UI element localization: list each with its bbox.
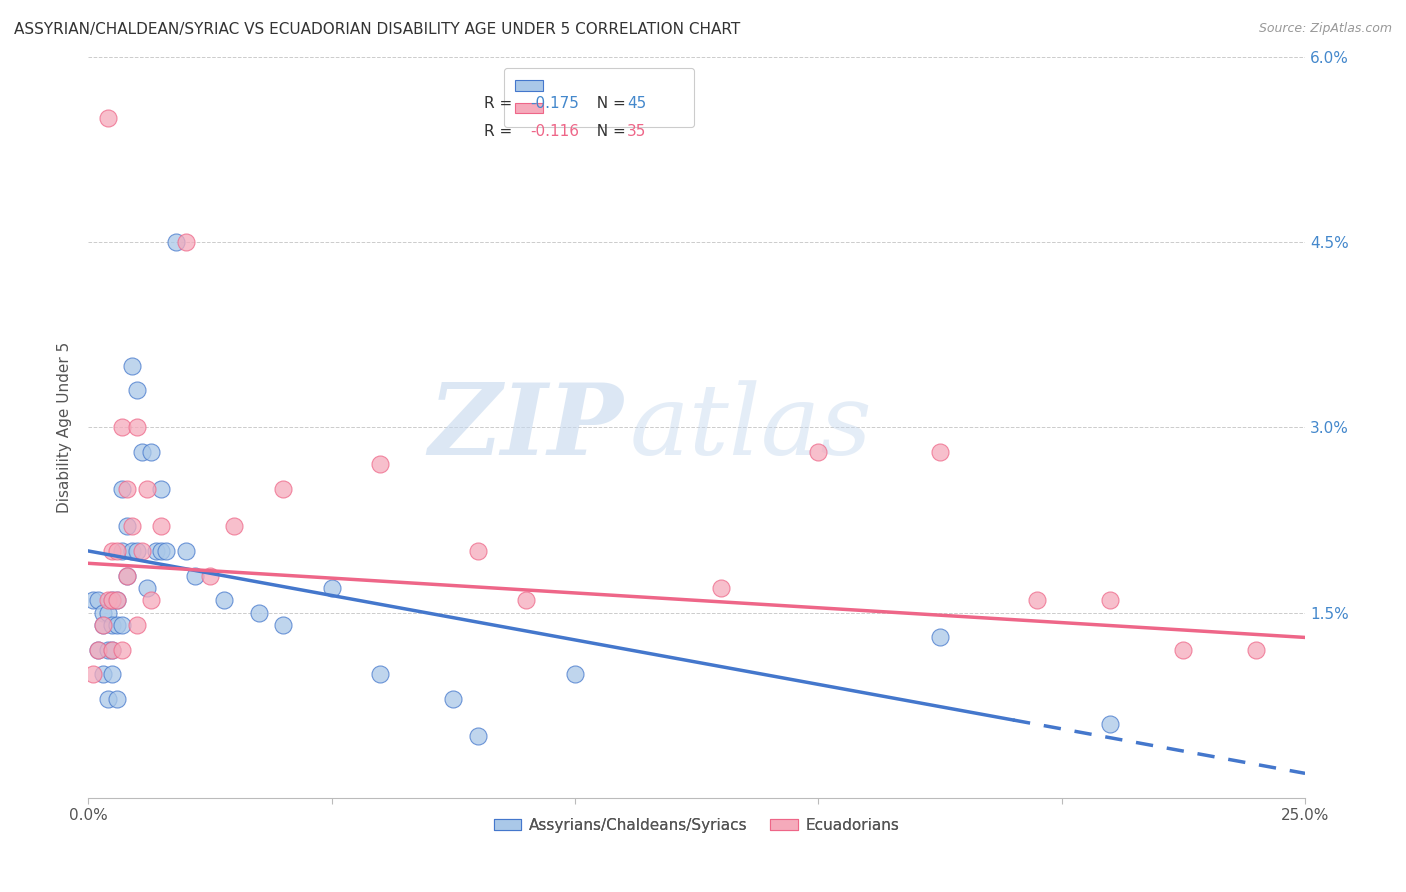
Point — [135, 482, 157, 496]
Text: R =: R = — [484, 124, 517, 139]
Point — [105, 593, 128, 607]
Point — [91, 667, 114, 681]
Point — [87, 593, 110, 607]
Point — [184, 568, 207, 582]
Point — [198, 568, 221, 582]
Point — [87, 642, 110, 657]
Point — [97, 642, 120, 657]
Point — [111, 420, 134, 434]
Text: atlas: atlas — [630, 380, 873, 475]
Point — [131, 445, 153, 459]
Point — [145, 544, 167, 558]
Point — [150, 519, 173, 533]
Text: N =: N = — [588, 124, 631, 139]
Point — [131, 544, 153, 558]
Text: 35: 35 — [627, 124, 647, 139]
Point — [125, 618, 148, 632]
Text: ASSYRIAN/CHALDEAN/SYRIAC VS ECUADORIAN DISABILITY AGE UNDER 5 CORRELATION CHART: ASSYRIAN/CHALDEAN/SYRIAC VS ECUADORIAN D… — [14, 22, 741, 37]
Point — [150, 544, 173, 558]
Point — [321, 581, 343, 595]
Point — [467, 729, 489, 743]
Point — [1173, 642, 1195, 657]
Point — [710, 581, 733, 595]
Point — [101, 544, 124, 558]
Point — [121, 544, 143, 558]
Point — [82, 593, 104, 607]
Point — [141, 445, 163, 459]
Point — [125, 384, 148, 398]
Point — [97, 606, 120, 620]
Point — [101, 642, 124, 657]
Point — [111, 618, 134, 632]
Point — [368, 667, 391, 681]
Point — [1246, 642, 1268, 657]
Point — [101, 618, 124, 632]
Point — [165, 235, 187, 249]
Point — [271, 482, 294, 496]
Point — [121, 359, 143, 373]
Point — [174, 235, 197, 249]
Point — [121, 519, 143, 533]
Point — [1026, 593, 1049, 607]
Text: Source: ZipAtlas.com: Source: ZipAtlas.com — [1258, 22, 1392, 36]
Point — [105, 692, 128, 706]
Text: -0.175: -0.175 — [530, 95, 579, 111]
Point — [1099, 717, 1122, 731]
Point — [150, 482, 173, 496]
Point — [101, 667, 124, 681]
Point — [247, 606, 270, 620]
Point — [91, 618, 114, 632]
Point — [125, 420, 148, 434]
Point — [929, 445, 952, 459]
Point — [111, 482, 134, 496]
Point — [929, 631, 952, 645]
Point — [441, 692, 464, 706]
Point — [115, 568, 138, 582]
Point — [807, 445, 830, 459]
Point — [101, 642, 124, 657]
Point — [101, 593, 124, 607]
Text: N =: N = — [588, 95, 631, 111]
Point — [1099, 593, 1122, 607]
Point — [271, 618, 294, 632]
Point — [87, 642, 110, 657]
Text: ZIP: ZIP — [429, 379, 624, 475]
Point — [97, 692, 120, 706]
Point — [115, 482, 138, 496]
Point — [82, 667, 104, 681]
Point — [368, 458, 391, 472]
Point — [97, 112, 120, 126]
Point — [111, 544, 134, 558]
Point — [174, 544, 197, 558]
Point — [97, 593, 120, 607]
Point — [91, 606, 114, 620]
Text: 45: 45 — [627, 95, 647, 111]
Legend: Assyrians/Chaldeans/Syriacs, Ecuadorians: Assyrians/Chaldeans/Syriacs, Ecuadorians — [488, 812, 905, 838]
Point — [105, 544, 128, 558]
Point — [224, 519, 246, 533]
Point — [125, 544, 148, 558]
Y-axis label: Disability Age Under 5: Disability Age Under 5 — [58, 342, 72, 513]
Point — [564, 667, 586, 681]
Point — [105, 593, 128, 607]
Point — [101, 593, 124, 607]
Point — [111, 642, 134, 657]
Point — [214, 593, 236, 607]
Text: -0.116: -0.116 — [530, 124, 579, 139]
Point — [115, 519, 138, 533]
Point — [135, 581, 157, 595]
Point — [515, 593, 537, 607]
Point — [115, 568, 138, 582]
Point — [141, 593, 163, 607]
Point — [467, 544, 489, 558]
Point — [91, 618, 114, 632]
Point — [155, 544, 177, 558]
Text: R =: R = — [484, 95, 517, 111]
Point — [105, 618, 128, 632]
